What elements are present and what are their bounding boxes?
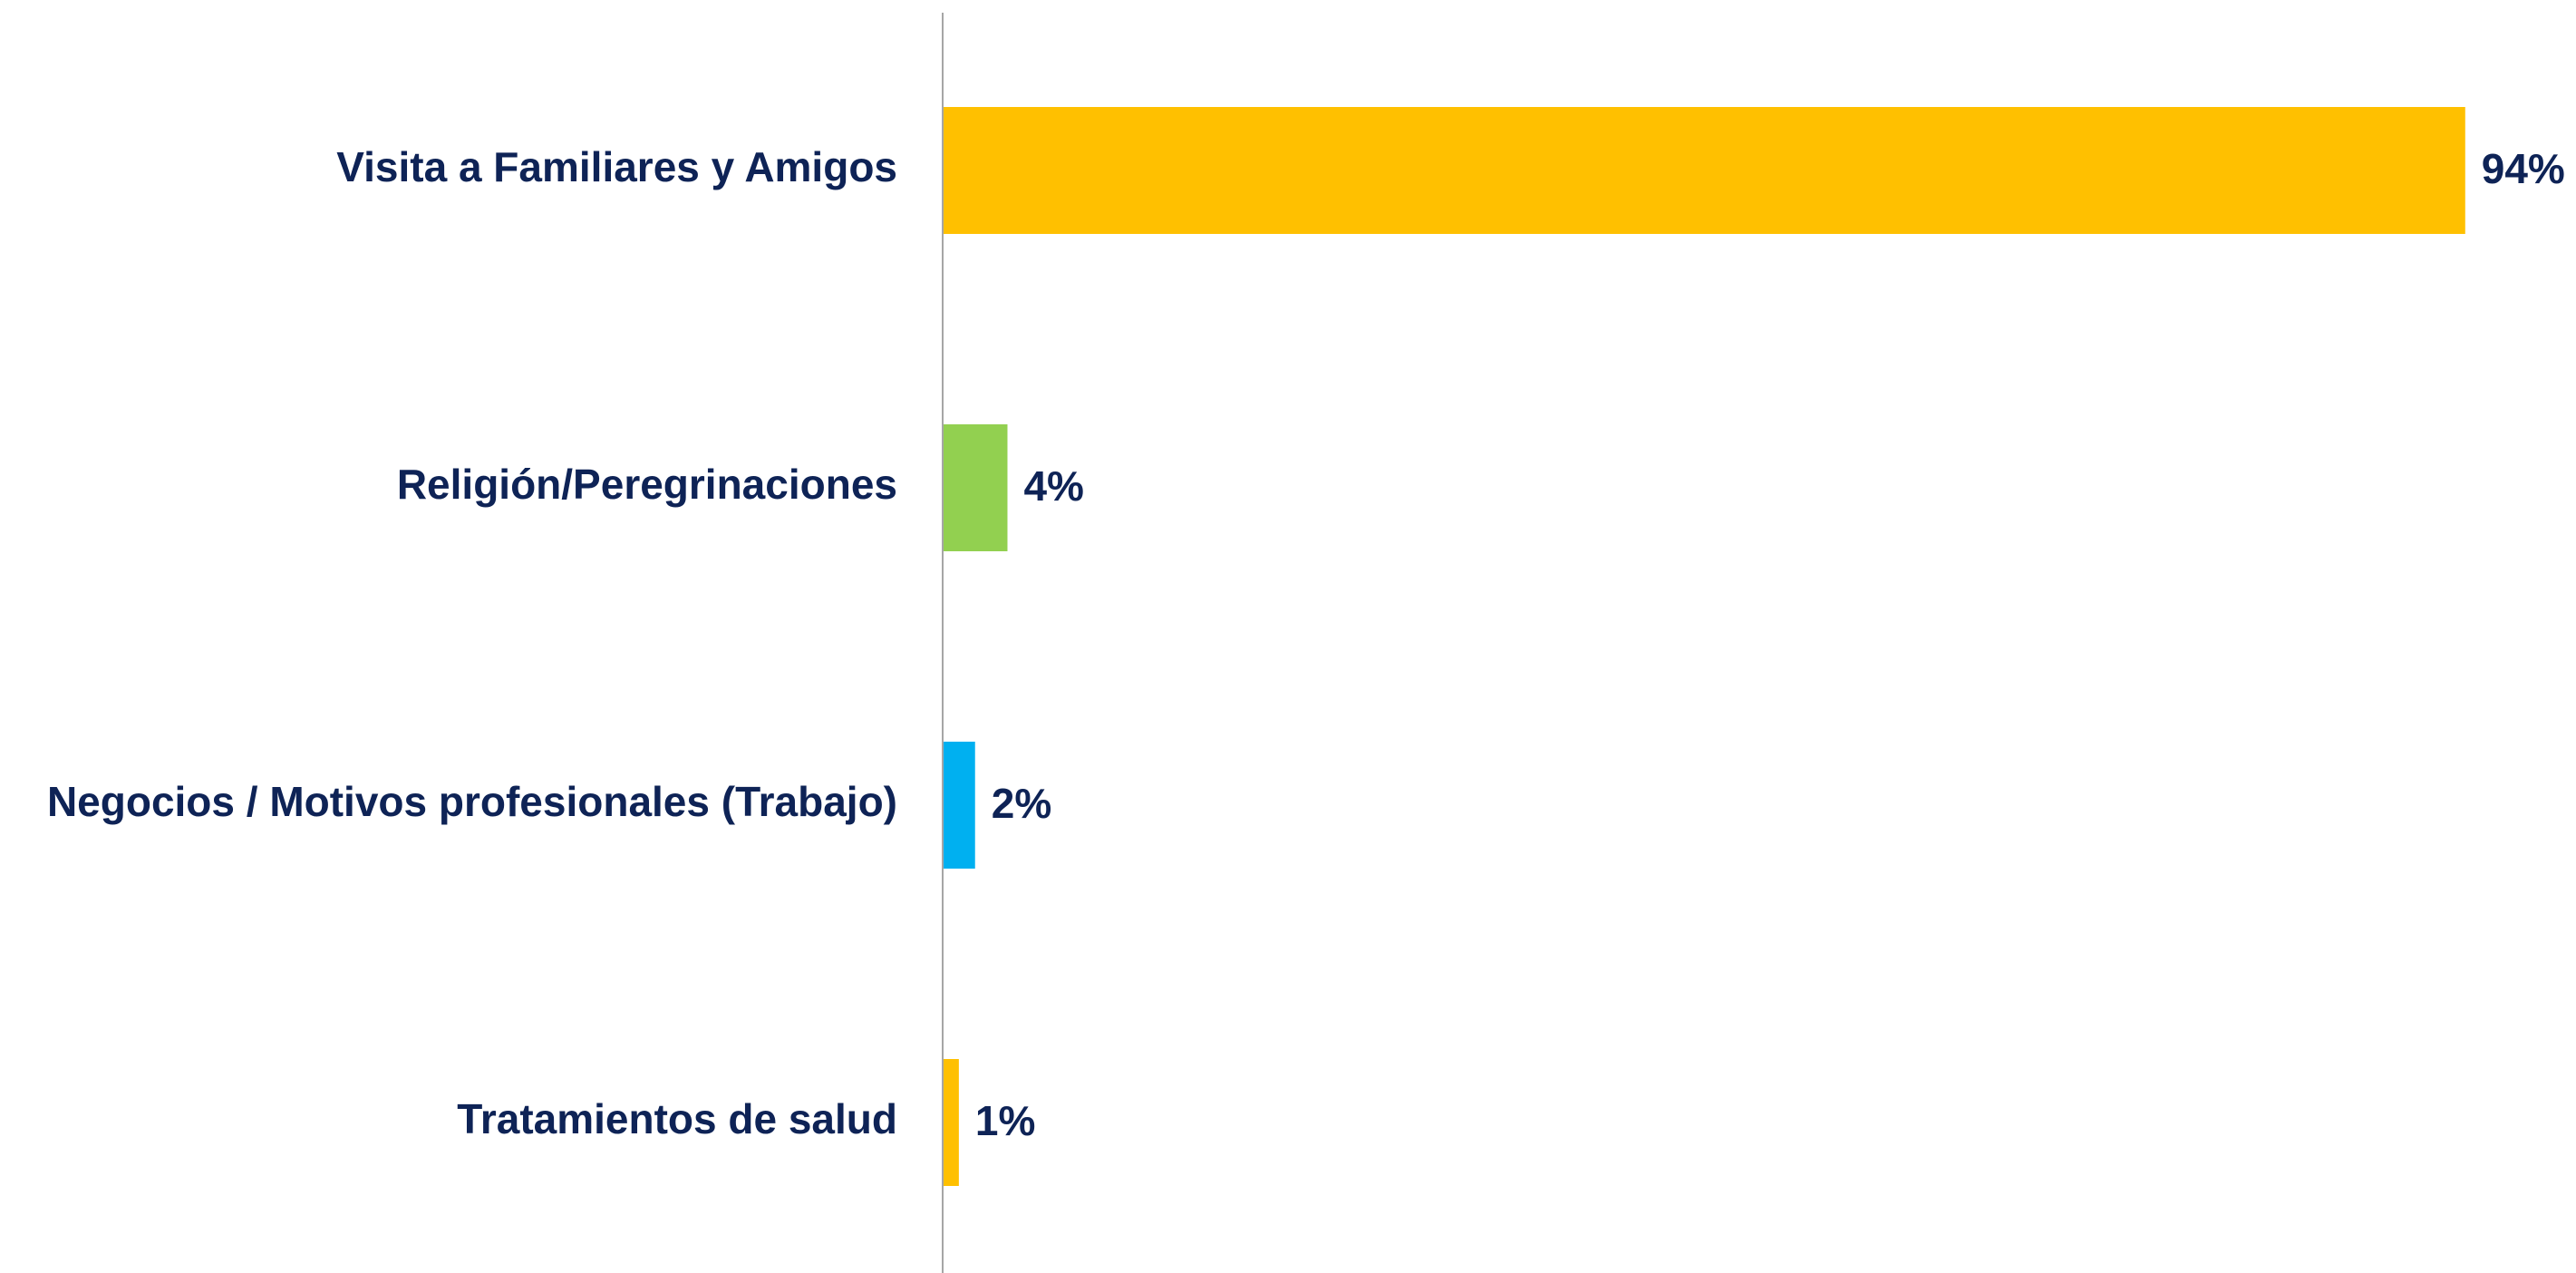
bar [943, 1059, 959, 1186]
value-label: 1% [975, 1097, 1035, 1144]
category-label: Visita a Familiares y Amigos [336, 143, 897, 190]
category-label: Negocios / Motivos profesionales (Trabaj… [47, 778, 897, 825]
value-label: 4% [1023, 462, 1083, 510]
bar [943, 424, 1008, 551]
bar [943, 107, 2465, 234]
bar [943, 742, 975, 869]
value-label: 94% [2482, 145, 2565, 192]
category-label: Religión/Peregrinaciones [397, 461, 897, 508]
value-label: 2% [992, 780, 1051, 827]
category-label: Tratamientos de salud [457, 1095, 897, 1142]
